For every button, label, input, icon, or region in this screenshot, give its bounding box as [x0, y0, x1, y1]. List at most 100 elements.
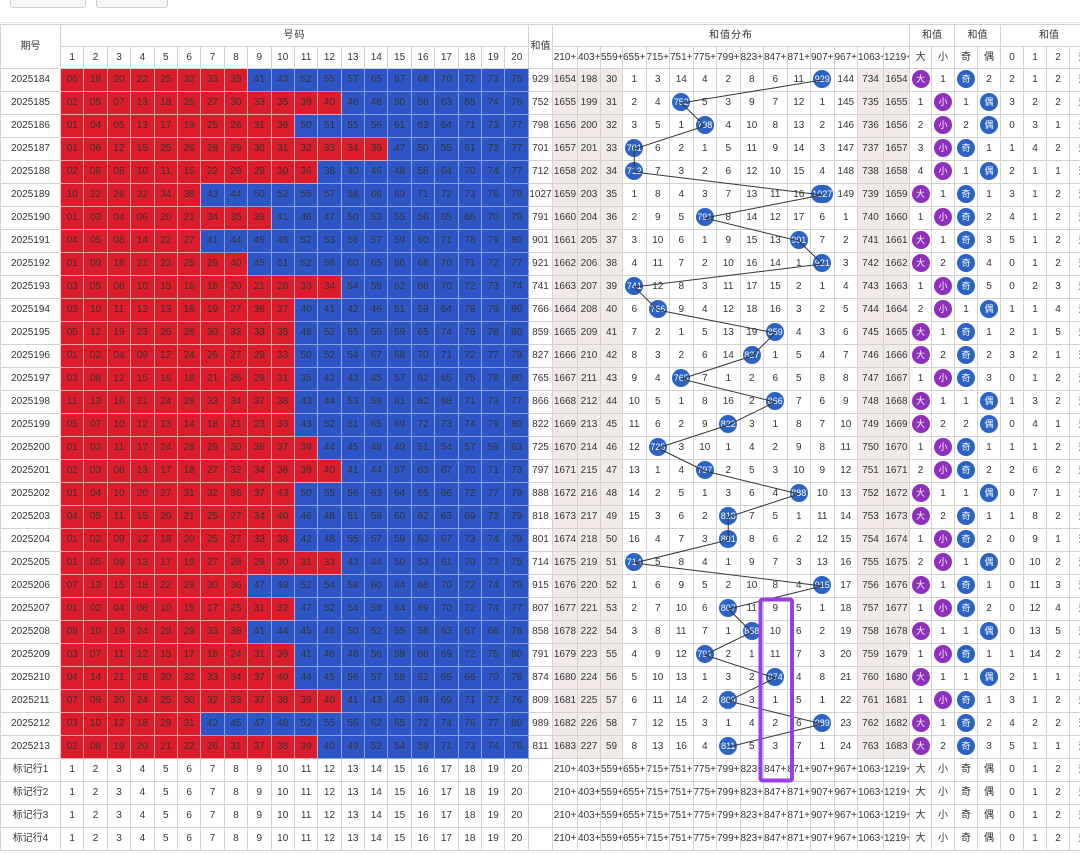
mark-cell[interactable]: 小	[931, 804, 955, 828]
mark-cell[interactable]: 5	[153, 758, 178, 782]
draw-row[interactable]: 2025194 03 10 11 12 13 18 19 27 36 37 40 41 42 46 51 59 6…	[0, 298, 1080, 322]
mark-cell[interactable]: 847+	[763, 804, 788, 828]
mark-cell[interactable]: 403+	[577, 781, 601, 805]
mark-cell[interactable]: 655+	[622, 804, 647, 828]
draw-row[interactable]: 2025197 03 08 12 15 16 18 21 26 29 31 35 42 43 45 57 62 6…	[0, 367, 1080, 391]
mark-cell[interactable]: 967+	[833, 827, 858, 851]
mark-cell[interactable]: 9	[247, 804, 272, 828]
mark-cell[interactable]: 775+	[692, 758, 717, 782]
mark-cell[interactable]: 2	[83, 804, 108, 828]
draw-row[interactable]: 2025185 02 05 07 13 18 25 27 30 33 35 39 40 46 48 50 56 6…	[0, 91, 1080, 115]
mark-cell[interactable]: 967+	[833, 758, 858, 782]
mark-cell[interactable]: 871+	[786, 804, 811, 828]
mark-cell[interactable]: 403+	[577, 827, 601, 851]
mark-cell[interactable]: 823+	[739, 804, 764, 828]
mark-cell[interactable]: 8	[223, 804, 249, 828]
mark-cell[interactable]: 17	[434, 758, 459, 782]
mark-cell[interactable]: 7	[200, 804, 225, 828]
mark-cell[interactable]: 11	[293, 758, 319, 782]
mark-cell[interactable]: 15	[387, 804, 412, 828]
draw-row[interactable]: 2025206 07 13 15 18 22 29 30 36 47 49 52 54 58 60 64 68 7…	[0, 574, 1080, 598]
draw-row[interactable]: 2025193 03 05 06 10 15 16 18 20 21 28 33 34 54 59 62 68 7…	[0, 275, 1080, 299]
mark-cell[interactable]: 13	[340, 827, 366, 851]
mark-cell[interactable]: 大	[909, 804, 932, 828]
mark-cell[interactable]: 12	[317, 827, 342, 851]
mark-cell[interactable]: 1063+	[857, 827, 884, 851]
draw-row[interactable]: 2025196 01 02 04 09 12 24 26 27 29 33 50 52 54 67 68 70 7…	[0, 344, 1080, 368]
mark-cell[interactable]: 9	[247, 827, 272, 851]
mark-cell[interactable]: 3	[106, 804, 132, 828]
mark-cell[interactable]: 18	[457, 781, 483, 805]
mark-cell[interactable]: 559+	[600, 758, 623, 782]
mark-cell[interactable]: 1	[1023, 804, 1047, 828]
mark-cell[interactable]: 15	[387, 827, 412, 851]
mark-cell[interactable]: 小	[931, 758, 955, 782]
mark-cell[interactable]: 2	[83, 781, 108, 805]
mark-cell[interactable]: 823+	[739, 827, 764, 851]
mark-cell[interactable]: 16	[410, 758, 436, 782]
mark-cell[interactable]: 751+	[669, 758, 694, 782]
mark-cell[interactable]: 18	[457, 758, 483, 782]
mark-cell[interactable]: 11	[293, 804, 319, 828]
mark-cell[interactable]: 210+	[552, 827, 578, 851]
draw-row[interactable]: 2025207 01 02 04 08 10 15 17 25 31 32 47 52 54 58 64 69 7…	[0, 597, 1080, 621]
draw-row[interactable]: 2025204 01 02 09 12 18 20 25 27 33 38 42 48 55 57 59 63 6…	[0, 528, 1080, 552]
mark-cell[interactable]: 奇	[954, 781, 978, 805]
mark-cell[interactable]: 1	[59, 781, 85, 805]
mark-cell[interactable]: 15	[387, 781, 412, 805]
mark-cell[interactable]: 4	[130, 804, 155, 828]
mark-cell[interactable]: 18	[457, 827, 483, 851]
mark-cell[interactable]: 5	[153, 827, 178, 851]
mark-cell[interactable]: 20	[504, 781, 529, 805]
mark-cell[interactable]: 1	[1023, 758, 1047, 782]
mark-cell[interactable]: 9	[247, 758, 272, 782]
mark-cell[interactable]: 奇	[954, 804, 978, 828]
mark-cell[interactable]: 655+	[622, 781, 647, 805]
draw-row[interactable]: 2025210 04 14 21 28 30 32 33 34 37 40 44 45 56 57 58 62 6…	[0, 666, 1080, 690]
mark-cell[interactable]: 3	[106, 827, 132, 851]
mark-cell[interactable]: 1063+	[857, 804, 884, 828]
draw-row[interactable]: 2025189 10 22 26 32 34 38 43 44 50 52 55 57 58 66 69 71 7…	[0, 183, 1080, 207]
mark-cell[interactable]: 871+	[786, 827, 811, 851]
mark-cell[interactable]: 823+	[739, 781, 764, 805]
mark-cell[interactable]: 775+	[692, 781, 717, 805]
draw-row[interactable]: 2025191 04 05 08 14 22 27 41 44 45 46 52 53 56 57 59 60 7…	[0, 229, 1080, 253]
mark-cell[interactable]: 655+	[622, 758, 647, 782]
mark-cell[interactable]: 799+	[716, 804, 741, 828]
mark-cell[interactable]: 1063+	[857, 781, 884, 805]
mark-cell[interactable]: 2	[1046, 781, 1070, 805]
mark-cell[interactable]: 18	[457, 804, 483, 828]
mark-cell[interactable]: 4	[130, 827, 155, 851]
draw-row[interactable]: 2025209 03 07 11 12 15 17 18 24 31 39 41 46 48 56 59 68 6…	[0, 643, 1080, 667]
mark-cell[interactable]: 2	[83, 827, 108, 851]
draw-row[interactable]: 2025195 05 12 19 23 26 28 30 32 33 35 48 52 55 56 59 65 7…	[0, 321, 1080, 345]
mark-cell[interactable]: 907+	[810, 827, 835, 851]
mark-cell[interactable]: 6	[176, 827, 202, 851]
mark-cell[interactable]: 8	[223, 758, 249, 782]
mark-cell[interactable]: 14	[364, 781, 389, 805]
mark-cell[interactable]: 3	[106, 781, 132, 805]
mark-cell[interactable]: 775+	[692, 827, 717, 851]
mark-row-label[interactable]: 标记行3	[0, 804, 61, 828]
draw-row[interactable]: 2025200 01 03 11 17 24 28 29 30 36 37 39 44 45 48 49 51 5…	[0, 436, 1080, 460]
mark-cell[interactable]: 6	[176, 758, 202, 782]
mark-cell[interactable]: 1219+	[883, 827, 910, 851]
mark-cell[interactable]: 1063+	[857, 758, 884, 782]
mark-cell[interactable]: 0	[1000, 804, 1024, 828]
mark-cell[interactable]: 13	[340, 804, 366, 828]
draw-row[interactable]: 2025192 01 09 18 21 23 25 29 40 45 51 52 58 60 65 66 68 7…	[0, 252, 1080, 276]
mark-cell[interactable]: 715+	[645, 781, 670, 805]
mark-cell[interactable]: 967+	[833, 781, 858, 805]
mark-cell[interactable]: 16	[410, 781, 436, 805]
mark-cell[interactable]: 210+	[552, 758, 578, 782]
mark-cell[interactable]: 小	[931, 781, 955, 805]
mark-cell[interactable]: 775+	[692, 804, 717, 828]
draw-row[interactable]: 2025198 11 13 16 21 24 28 33 34 37 38 43 44 53 59 61 62 6…	[0, 390, 1080, 414]
mark-cell[interactable]: 1	[1023, 781, 1047, 805]
mark-cell[interactable]: 847+	[763, 827, 788, 851]
toolbar-button[interactable]	[96, 0, 168, 8]
mark-cell[interactable]: 13	[340, 758, 366, 782]
mark-cell[interactable]: 奇	[954, 758, 978, 782]
mark-cell[interactable]: 偶	[977, 827, 1001, 851]
draw-row[interactable]: 2025187 01 06 12 15 25 26 28 29 30 31 32 33 34 36 47 50 5…	[0, 137, 1080, 161]
